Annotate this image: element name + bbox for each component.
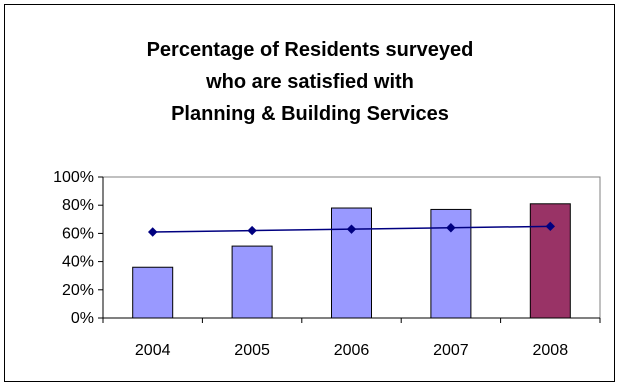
line-point <box>446 223 456 233</box>
bar <box>231 245 273 319</box>
chart-title-line-3: Planning & Building Services <box>171 103 449 125</box>
y-tick-label: 100% <box>53 169 94 186</box>
x-tick-label: 2007 <box>433 342 469 359</box>
y-tick-label: 40% <box>62 254 94 271</box>
x-tick-label: 2005 <box>234 342 270 359</box>
chart-title: Percentage of Residents surveyed who are… <box>0 34 620 130</box>
x-tick-label: 2008 <box>533 342 569 359</box>
y-tick-label: 20% <box>62 282 94 299</box>
chart-title-line-1: Percentage of Residents surveyed <box>146 39 474 61</box>
line-point <box>247 225 257 236</box>
line-point <box>147 227 158 237</box>
chart-title-line-2: who are satisfied with <box>206 71 414 93</box>
line-point <box>545 221 556 232</box>
y-tick-label: 60% <box>62 225 94 242</box>
chart-frame <box>4 4 615 382</box>
bar <box>529 203 571 319</box>
x-tick-label: 2006 <box>334 342 370 359</box>
bar <box>132 266 174 319</box>
y-tick-label: 0% <box>71 310 94 327</box>
y-tick-label: 80% <box>62 197 94 214</box>
line-point <box>346 224 357 234</box>
x-tick-label: 2004 <box>135 342 171 359</box>
